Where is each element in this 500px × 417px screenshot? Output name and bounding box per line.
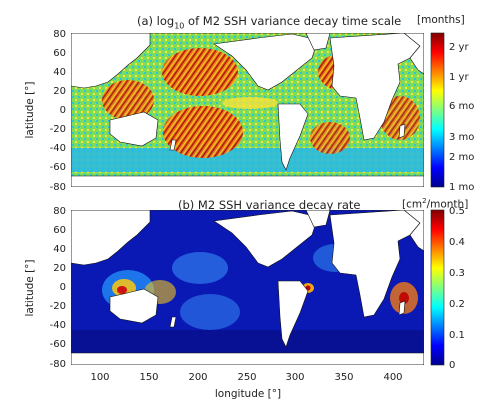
panel-b-x-axis: 100 150 200 250 300 350 400 longitude [°…	[90, 372, 402, 400]
panel-b-land-australia	[109, 288, 159, 324]
panel-a-ytick-20: 20	[53, 86, 66, 97]
panel-a-land-north-america	[213, 33, 319, 91]
panel-b-xtick-250: 250	[237, 372, 256, 383]
panel-a-cbtick-6mo: 6 mo	[449, 101, 474, 112]
panel-b-plot	[71, 210, 424, 365]
panel-b-xtick-200: 200	[188, 372, 207, 383]
panel-a-hot-western-pacific	[102, 80, 154, 120]
panel-b-ytick-minus40: -40	[50, 320, 66, 331]
panel-a-colorbar-unit: [months]	[417, 14, 465, 26]
panel-a-ytick-minus20: -20	[50, 124, 66, 135]
panel-a-cbtick-1yr: 1 yr	[449, 72, 469, 83]
panel-a-title-main: (a) log	[137, 14, 175, 28]
panel-a-ylabel: latitude [°]	[24, 81, 36, 138]
panel-a-ytick-minus40: -40	[50, 143, 66, 154]
panel-b-ytick-minus80: -80	[50, 359, 66, 370]
panel-a-title-subscript: 10	[174, 21, 185, 31]
panel-b-colorbar-unit: [cm2/month]	[402, 197, 468, 211]
panel-b-y-axis: 80 60 40 20 0 -20 -40 -60 -80 latitude […	[24, 206, 66, 370]
panel-a-land-asia-east	[403, 33, 424, 75]
panel-b-xtick-300: 300	[285, 372, 304, 383]
panel-a-hot-south-atlantic	[310, 122, 350, 154]
panel-a-ytick-minus60: -60	[50, 162, 66, 173]
panel-b-xlabel: longitude [°]	[215, 388, 281, 400]
panel-a-cbtick-1mo: 1 mo	[449, 182, 474, 193]
panel-a-colorbar: 2 yr 1 yr 6 mo 3 mo 2 mo 1 mo	[430, 32, 474, 193]
panel-a-title-rest: of M2 SSH variance decay time scale	[184, 14, 402, 28]
panel-b-hot-madagascar-core	[399, 292, 409, 304]
panel-a-hot-indian	[380, 96, 420, 140]
panel-a-hot-north-pacific	[162, 48, 238, 96]
panel-a-land-antarctica	[71, 175, 424, 187]
panel-a-plot	[71, 33, 424, 187]
panel-b-hot-tahiti	[180, 294, 240, 330]
panel-b-cbtick-0.3: 0.3	[449, 268, 465, 279]
panel-b-ytick-minus60: -60	[50, 339, 66, 350]
panel-a-colorbar-bar	[430, 32, 445, 188]
panel-b-land-antarctica	[71, 352, 424, 365]
panel-a-land-south-america	[277, 103, 309, 171]
panel-b-cbtick-0.1: 0.1	[449, 330, 465, 341]
panel-b-colorbar-bar	[430, 209, 445, 366]
panel-b-land-asia	[71, 210, 151, 266]
panel-b-ytick-80: 80	[53, 206, 66, 217]
panel-a-hot-equatorial-pacific	[222, 97, 278, 109]
panel-b-land-greenland	[305, 210, 331, 228]
panel-b-cbtick-0.4: 0.4	[449, 237, 465, 248]
panel-a-cbtick-3mo: 3 mo	[449, 132, 474, 143]
panel-a-land-greenland	[305, 33, 331, 51]
panel-a-land-madagascar	[398, 123, 406, 139]
panel-a-cbtick-2yr: 2 yr	[449, 42, 469, 53]
panel-b-ylabel: latitude [°]	[24, 259, 36, 316]
panel-b-land-north-america	[213, 210, 319, 268]
panel-b-colorbar-unit-post: /month]	[426, 198, 469, 211]
panel-b-title: (b) M2 SSH variance decay rate	[178, 198, 361, 212]
panel-b-colorbar-unit-pre: [cm	[402, 198, 423, 211]
panel-a-ytick-0: 0	[60, 105, 66, 116]
panel-a-land-australia	[109, 111, 159, 147]
panel-a-southern-band	[71, 148, 424, 172]
panel-b-colorbar-unit-sup: 2	[422, 197, 427, 205]
panel-a-land	[71, 33, 424, 187]
panel-b-land-new-zealand	[169, 316, 177, 328]
panel-b-xtick-400: 400	[383, 372, 402, 383]
panel-b-colorbar: 0.5 0.4 0.3 0.2 0.1 0	[430, 206, 465, 371]
panel-b-land-south-america	[277, 280, 309, 348]
panel-a-ytick-40: 40	[53, 67, 66, 78]
panel-a-y-axis: 80 60 40 20 0 -20 -40 -60 -80 latitude […	[24, 29, 66, 193]
panel-b-hot-hawaii	[172, 252, 228, 284]
panel-a-land-asia	[71, 33, 151, 89]
panel-b-ytick-40: 40	[53, 244, 66, 255]
panel-a-hot-south-pacific	[163, 106, 243, 158]
panel-b-ytick-60: 60	[53, 225, 66, 236]
panel-b-ytick-minus20: -20	[50, 301, 66, 312]
panel-b-cbtick-0: 0	[449, 360, 455, 371]
panel-b-cbtick-0.2: 0.2	[449, 299, 465, 310]
panel-a-ytick-60: 60	[53, 48, 66, 59]
panel-a-ytick-minus80: -80	[50, 182, 66, 193]
panel-b-xtick-350: 350	[334, 372, 353, 383]
panel-b-ytick-20: 20	[53, 263, 66, 274]
panel-b-hot-indonesia-peak	[117, 286, 127, 294]
panel-a-ytick-80: 80	[53, 29, 66, 40]
panel-b-cbtick-0.5: 0.5	[449, 206, 465, 217]
panel-a-title: (a) log10 of M2 SSH variance decay time …	[137, 14, 401, 30]
panel-b-land-madagascar	[398, 300, 406, 316]
panel-a-cbtick-2mo: 2 mo	[449, 152, 474, 163]
panel-b-ytick-0: 0	[60, 282, 66, 293]
panel-a-land-new-zealand	[169, 139, 177, 151]
panel-b-southern-dark	[71, 330, 424, 354]
panel-b-xtick-150: 150	[139, 372, 158, 383]
panel-b-land-asia-east	[403, 210, 424, 252]
panel-b-xtick-100: 100	[90, 372, 109, 383]
panel-b-land	[71, 210, 424, 365]
